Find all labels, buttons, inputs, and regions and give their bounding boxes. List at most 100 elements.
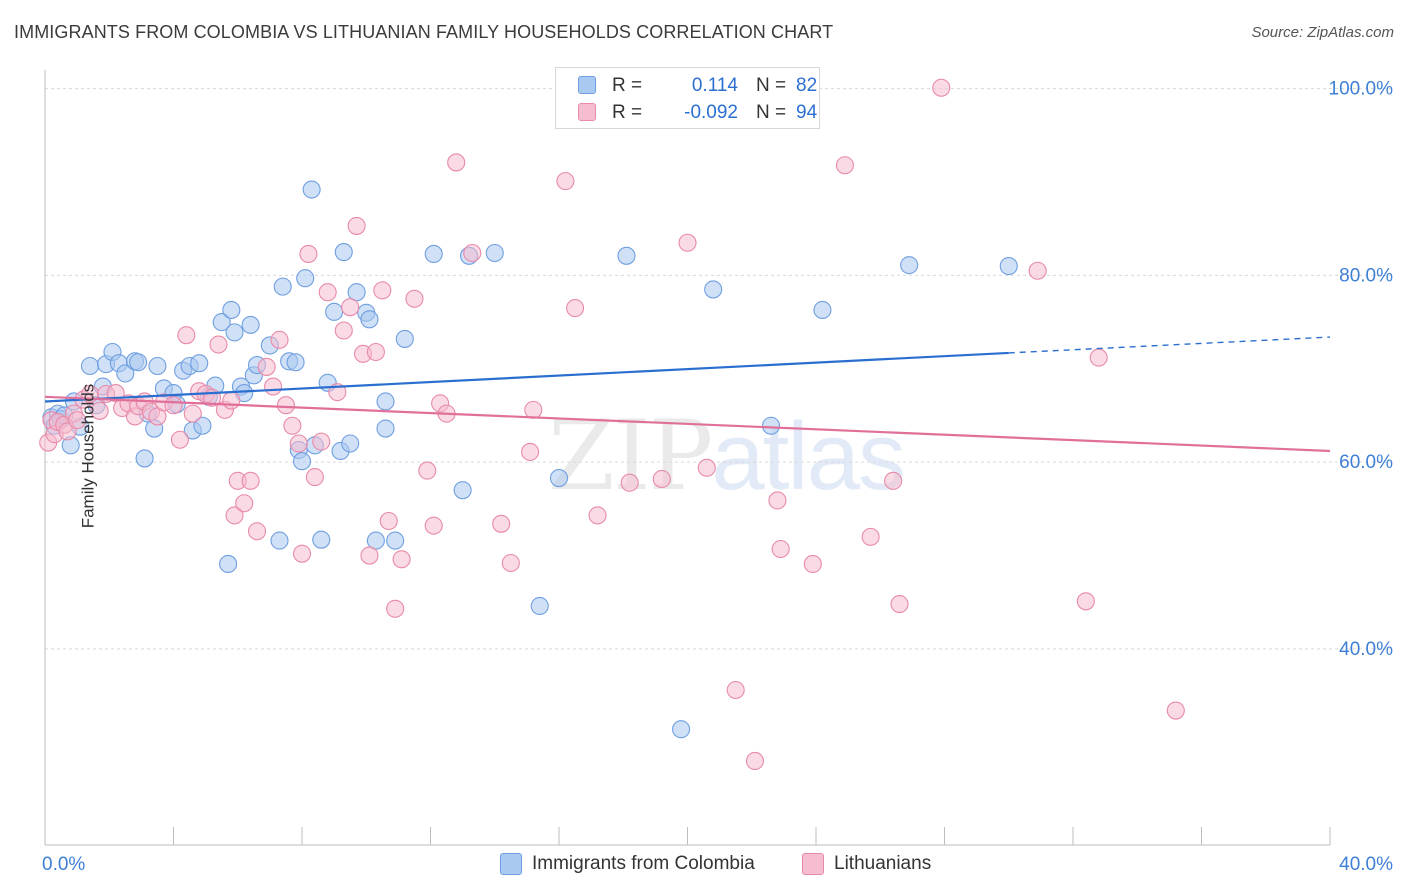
n-label: N = (756, 75, 787, 96)
blue-data-point (296, 269, 315, 288)
pink-data-point (447, 153, 466, 172)
pink-data-point (501, 553, 520, 573)
bottom-legend: Immigrants from Colombia Lithuanians (0, 851, 1406, 877)
r-value: -0.092 (684, 102, 738, 123)
pink-trend-line (44, 395, 1331, 453)
blue-data-point (312, 530, 331, 549)
pink-data-point (768, 491, 787, 510)
blue-data-point (347, 283, 366, 302)
pink-data-point (771, 539, 790, 559)
blue-data-point (549, 468, 569, 488)
blue-data-point (360, 310, 379, 329)
pink-data-point (235, 494, 254, 513)
pink-data-point (386, 599, 405, 618)
blue-data-point (334, 243, 353, 262)
blue-data-point (900, 256, 919, 275)
pink-data-point (492, 514, 511, 533)
pink-data-point (726, 680, 745, 700)
pink-data-point (463, 243, 482, 263)
pink-data-point (521, 442, 540, 461)
pink-data-point (652, 469, 671, 489)
pink-data-point (183, 404, 202, 423)
pink-data-point (1089, 348, 1108, 367)
pink-data-point (289, 434, 308, 453)
pink-data-point (257, 357, 276, 376)
pink-data-point (164, 396, 183, 415)
pink-data-point (1166, 701, 1185, 720)
blue-data-point (273, 277, 292, 296)
blue-data-point (530, 596, 549, 616)
pink-data-point (392, 550, 411, 569)
blue-data-point (241, 315, 260, 334)
r-label: R = (612, 75, 643, 96)
blue-data-point (453, 481, 472, 500)
blue-data-point (292, 452, 312, 471)
blue-data-point (485, 243, 504, 263)
pink-data-point (373, 281, 392, 300)
blue-trend-extension (1008, 336, 1331, 354)
legend-swatch-pink (578, 103, 596, 121)
x-tick-label: 0.0% (42, 854, 85, 875)
pink-data-point (932, 78, 951, 97)
n-label: N = (756, 102, 787, 123)
y-tick-label: 80.0% (1339, 265, 1393, 286)
blue-data-point (341, 434, 360, 453)
blue-data-point (386, 531, 405, 550)
pink-data-point (556, 172, 575, 191)
n-value: 94 (796, 102, 818, 123)
legend-label: Lithuanians (834, 853, 932, 874)
pink-data-point (225, 506, 244, 525)
blue-data-point (302, 180, 321, 199)
n-value: 82 (796, 75, 818, 96)
blue-data-point (286, 353, 305, 372)
pink-data-point (424, 516, 443, 535)
pink-data-point (360, 546, 379, 565)
r-value: 0.114 (691, 75, 738, 96)
pink-data-point (264, 377, 283, 396)
blue-data-point (395, 329, 414, 348)
pink-data-point (318, 283, 337, 302)
pink-data-point (803, 554, 822, 573)
pink-data-point (241, 471, 260, 490)
pink-data-point (270, 330, 289, 349)
blue-data-point (617, 246, 636, 265)
pink-data-point (697, 458, 716, 477)
y-tick-label: 60.0% (1339, 452, 1393, 473)
y-axis-label: Family Households (78, 383, 98, 529)
blue-data-point (270, 531, 289, 550)
blue-data-point (135, 449, 154, 468)
blue-data-point (190, 354, 209, 373)
blue-data-point (148, 356, 167, 376)
x-tick-label: 40.0% (1339, 854, 1393, 875)
pink-data-point (884, 471, 903, 490)
blue-data-point (325, 302, 344, 321)
y-tick-label: 40.0% (1339, 639, 1393, 660)
pink-data-point (861, 527, 880, 546)
pink-data-point (835, 156, 854, 175)
blue-data-point (813, 300, 832, 320)
pink-data-point (745, 751, 765, 771)
pink-data-point (276, 396, 295, 415)
blue-data-point (376, 419, 395, 438)
pink-data-point (170, 430, 189, 449)
blue-data-point (219, 554, 238, 573)
blue-data-point (999, 257, 1018, 276)
blue-data-point (761, 416, 781, 435)
pink-data-point (247, 522, 267, 541)
blue-data-point (193, 416, 212, 435)
pink-data-point (283, 416, 302, 435)
r-label: R = (612, 102, 643, 123)
blue-data-point (129, 353, 148, 372)
pink-data-point (1028, 261, 1047, 280)
pink-data-point (209, 335, 228, 354)
pink-data-point (222, 391, 241, 410)
pink-data-point (405, 289, 424, 308)
pink-data-point (341, 298, 360, 317)
legend-label: Immigrants from Colombia (532, 853, 755, 874)
blue-data-point (704, 280, 723, 299)
blue-data-point (222, 300, 241, 320)
blue-data-point (672, 720, 691, 739)
pink-data-point (620, 473, 639, 492)
